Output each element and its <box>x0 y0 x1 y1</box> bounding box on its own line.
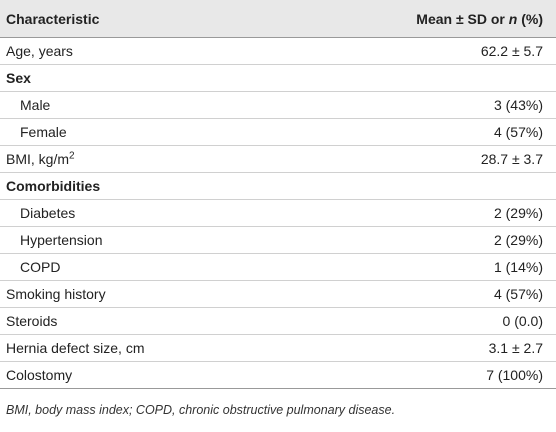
data-row: Female 4 (57%) <box>0 118 556 146</box>
label-text: BMI, kg/m <box>6 151 70 167</box>
data-row: Smoking history 4 (57%) <box>0 280 556 308</box>
label-superscript: 2 <box>69 150 75 162</box>
label-cell: BMI, kg/m2 <box>0 145 288 173</box>
value-cell: 1 (14%) <box>287 253 556 281</box>
table: Characteristic Mean ± SD or n (%) Age, y… <box>0 0 556 389</box>
label-cell: Diabetes <box>0 199 288 227</box>
data-row: COPD 1 (14%) <box>0 253 556 281</box>
label-cell: Male <box>0 91 288 119</box>
footnote: BMI, body mass index; COPD, chronic obst… <box>6 403 396 417</box>
value-cell: 62.2 ± 5.7 <box>287 37 556 65</box>
value-cell: 2 (29%) <box>287 199 556 227</box>
data-row: Colostomy 7 (100%) <box>0 361 556 389</box>
data-row: Hernia defect size, cm 3.1 ± 2.7 <box>0 334 556 362</box>
label-cell: Sex <box>0 64 288 92</box>
value-cell: 3.1 ± 2.7 <box>287 334 556 362</box>
header-cell: Mean ± SD or n (%) <box>287 0 556 38</box>
header-row: Characteristic Mean ± SD or n (%) <box>0 0 556 38</box>
label-cell: Steroids <box>0 307 288 335</box>
header-italic: n <box>508 10 518 27</box>
data-row: BMI, kg/m2 28.7 ± 3.7 <box>0 145 556 173</box>
label-cell: COPD <box>0 253 288 281</box>
value-cell: 0 (0.0) <box>287 307 556 335</box>
data-row: Steroids 0 (0.0) <box>0 307 556 335</box>
table-body: Age, years 62.2 ± 5.7 Sex Male 3 (43%) Female… <box>0 37 556 389</box>
data-row: Male 3 (43%) <box>0 91 556 119</box>
value-cell: 4 (57%) <box>287 280 556 308</box>
value-cell: 4 (57%) <box>287 118 556 146</box>
section-row: Comorbidities <box>0 172 556 200</box>
value-cell <box>287 64 556 92</box>
value-cell: 7 (100%) <box>287 361 556 389</box>
label-cell: Age, years <box>0 37 288 65</box>
label-cell: Comorbidities <box>0 172 288 200</box>
label-cell: Hernia defect size, cm <box>0 334 288 362</box>
label-cell: Smoking history <box>0 280 288 308</box>
section-row: Sex <box>0 64 556 92</box>
label-cell: Hypertension <box>0 226 288 254</box>
label-cell: Female <box>0 118 288 146</box>
header-cell: Characteristic <box>0 0 288 38</box>
header-text: (%) <box>517 10 543 27</box>
value-cell: 2 (29%) <box>287 226 556 254</box>
value-cell: 28.7 ± 3.7 <box>287 145 556 173</box>
header-text: Mean ± SD or <box>416 10 509 27</box>
value-cell: 3 (43%) <box>287 91 556 119</box>
data-row: Hypertension 2 (29%) <box>0 226 556 254</box>
data-row: Diabetes 2 (29%) <box>0 199 556 227</box>
label-cell: Colostomy <box>0 361 288 389</box>
value-cell <box>287 172 556 200</box>
data-row: Age, years 62.2 ± 5.7 <box>0 37 556 65</box>
